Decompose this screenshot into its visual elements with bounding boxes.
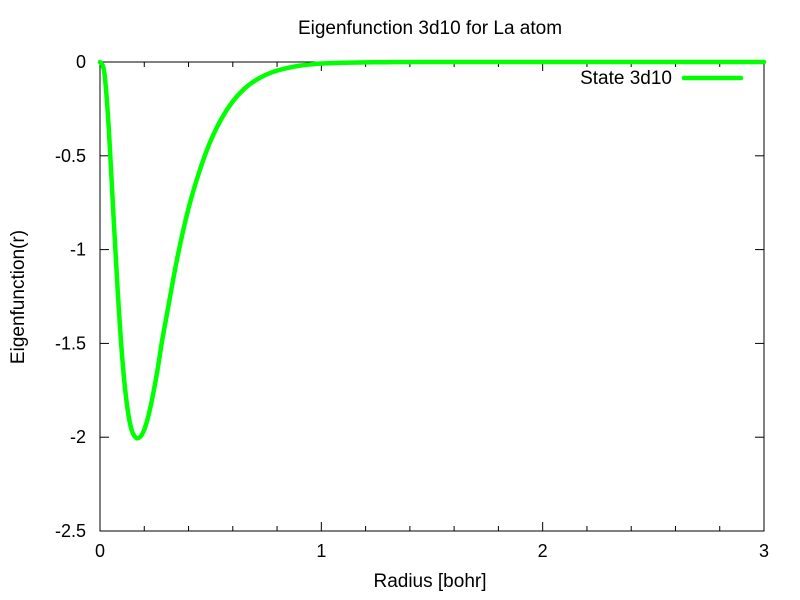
y-axis-title: Eigenfunction(r): [8, 230, 29, 364]
plot-area-frame: [99, 61, 765, 532]
x-axis: 0 1 2 3: [95, 62, 769, 561]
x-tick-label: 0: [95, 541, 105, 561]
y-tick-label: -0.5: [55, 146, 86, 166]
x-axis-title: Radius [bohr]: [373, 571, 486, 592]
y-axis: 0 -0.5 -1 -1.5 -2 -2.5: [55, 52, 764, 541]
y-tick-label: -1: [70, 240, 86, 260]
x-tick-label: 3: [759, 541, 769, 561]
y-tick-label: 0: [76, 52, 86, 72]
legend-label: State 3d10: [580, 68, 672, 89]
x-tick-label: 2: [538, 541, 548, 561]
y-tick-label: -1.5: [55, 333, 86, 353]
series-line: [97, 59, 767, 441]
y-tick-label: -2.5: [55, 521, 86, 541]
x-tick-label: 1: [316, 541, 326, 561]
legend: State 3d10: [580, 68, 744, 89]
series-layer: [97, 59, 767, 441]
chart-title: Eigenfunction 3d10 for La atom: [298, 18, 562, 39]
y-tick-label: -2: [70, 427, 86, 447]
